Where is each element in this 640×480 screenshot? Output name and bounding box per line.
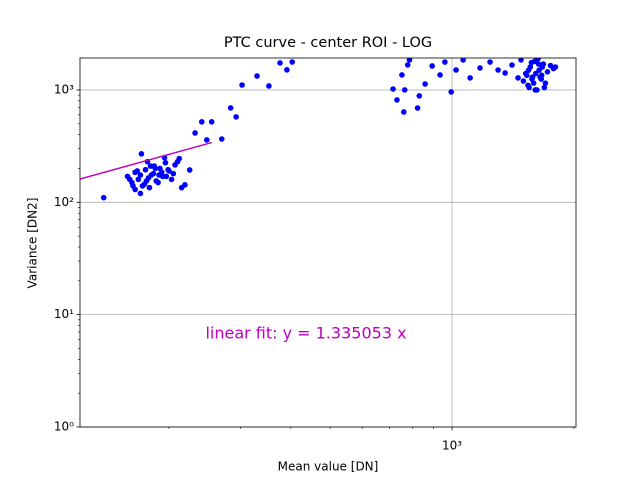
point: [541, 84, 548, 91]
point: [182, 182, 188, 188]
point: [134, 168, 141, 174]
point: [239, 82, 245, 88]
point: [552, 64, 559, 70]
point: [538, 72, 545, 79]
point: [467, 75, 473, 81]
point: [524, 72, 530, 79]
point: [148, 172, 155, 178]
point: [437, 72, 443, 78]
point: [400, 109, 407, 115]
point: [143, 178, 150, 184]
point: [254, 73, 260, 79]
point: [163, 173, 170, 180]
point: [542, 80, 549, 86]
point: [146, 184, 153, 191]
y-tick-label: 10⁰: [54, 420, 74, 434]
point: [394, 97, 400, 103]
point: [137, 190, 144, 197]
y-tick-label: 10²: [54, 195, 74, 209]
point: [218, 136, 225, 142]
point: [168, 176, 175, 183]
point: [198, 119, 205, 125]
point: [174, 158, 181, 165]
plot-frame: [79, 57, 577, 428]
point: [526, 84, 532, 91]
point: [515, 75, 521, 81]
point: [147, 163, 154, 169]
point: [186, 167, 193, 173]
point: [533, 70, 539, 77]
point: [495, 67, 501, 73]
point: [162, 159, 169, 166]
point: [525, 67, 532, 73]
point: [284, 67, 290, 73]
point: [399, 72, 405, 78]
fit-line: [80, 141, 212, 180]
point: [170, 170, 177, 177]
point: [487, 59, 493, 65]
point: [401, 87, 408, 93]
y-tick-label: 10¹: [54, 307, 74, 321]
point: [155, 179, 161, 186]
point: [422, 81, 428, 87]
point: [414, 105, 421, 111]
point: [404, 62, 411, 68]
point: [165, 166, 171, 173]
point: [532, 87, 539, 93]
x-tick-label: 10³: [442, 439, 462, 453]
point: [518, 58, 524, 63]
point: [208, 119, 215, 125]
point: [227, 105, 234, 111]
point: [142, 166, 149, 173]
point: [502, 70, 508, 76]
point: [429, 63, 435, 69]
point: [529, 76, 535, 82]
point: [156, 172, 162, 178]
point: [406, 58, 413, 63]
point: [192, 130, 198, 136]
point: [544, 69, 551, 75]
point: [100, 194, 107, 201]
point: [277, 60, 283, 66]
point: [289, 59, 296, 65]
point: [460, 58, 466, 63]
point: [448, 89, 454, 95]
point: [135, 176, 142, 183]
point: [442, 59, 448, 65]
y-tick-label: 10³: [54, 82, 74, 96]
point: [126, 176, 133, 183]
y-axis-label: Variance [DN2]: [26, 198, 40, 289]
x-axis-label: Mean value [DN]: [278, 460, 379, 474]
chart-title: PTC curve - center ROI - LOG: [224, 35, 432, 51]
point: [390, 86, 396, 92]
point: [137, 172, 144, 178]
point: [233, 114, 239, 120]
point: [535, 61, 542, 67]
point: [453, 67, 459, 73]
point: [138, 151, 145, 157]
point: [520, 78, 527, 84]
point: [416, 93, 423, 99]
point: [509, 62, 515, 68]
point: [266, 83, 272, 89]
annotation: linear fit: y = 1.335053 x: [205, 324, 406, 343]
point: [151, 163, 158, 169]
point: [204, 137, 210, 143]
point: [477, 65, 483, 71]
point: [535, 58, 541, 62]
point: [528, 59, 535, 66]
point: [130, 183, 136, 189]
